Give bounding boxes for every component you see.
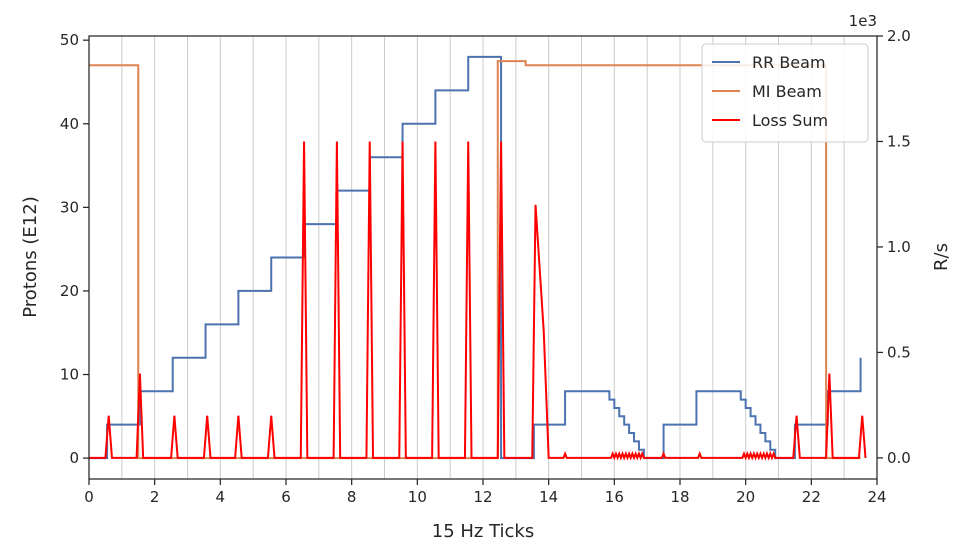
x-tick-label: 22 [802, 488, 821, 506]
x-axis-ticks: 0 2 4 6 8 10 12 14 16 18 20 22 24 [84, 479, 887, 506]
y-left-tick-label: 50 [60, 31, 79, 49]
x-tick-label: 24 [867, 488, 886, 506]
y-right-tick-label: 0.0 [887, 449, 911, 467]
vertical-grid [88, 36, 878, 479]
x-tick-label: 16 [605, 488, 624, 506]
right-axis-offset-text: 1e3 [849, 12, 877, 30]
y-right-tick-label: 1.0 [887, 238, 911, 256]
y-right-axis-label: R/s [931, 243, 952, 271]
x-tick-label: 6 [281, 488, 291, 506]
y-left-tick-label: 20 [60, 282, 79, 300]
y-left-axis-ticks: 0 10 20 30 40 50 [60, 31, 89, 467]
y-left-axis-label: Protons (E12) [20, 196, 41, 317]
y-right-tick-label: 2.0 [887, 27, 911, 45]
y-left-tick-label: 30 [60, 198, 79, 216]
x-tick-label: 2 [150, 488, 160, 506]
x-tick-label: 10 [408, 488, 427, 506]
series-line-loss-sum [89, 141, 867, 461]
x-tick-label: 14 [539, 488, 558, 506]
y-left-tick-label: 40 [60, 115, 79, 133]
legend-entry: Loss Sum [752, 111, 828, 130]
x-tick-label: 4 [216, 488, 226, 506]
x-tick-label: 20 [736, 488, 755, 506]
x-tick-label: 18 [670, 488, 689, 506]
y-right-tick-label: 0.5 [887, 343, 911, 361]
legend: RR Beam MI Beam Loss Sum [701, 43, 869, 143]
series-line-rr-beam [89, 55, 862, 460]
series-line-mi-beam [89, 60, 861, 460]
x-axis-label: 15 Hz Ticks [432, 521, 534, 542]
legend-entry: MI Beam [752, 82, 822, 101]
y-right-axis-ticks: 0.0 0.5 1.0 1.5 2.0 [877, 27, 911, 467]
y-right-tick-label: 1.5 [887, 132, 911, 150]
plot-area [89, 55, 867, 461]
legend-box [701, 43, 869, 143]
y-left-tick-label: 0 [69, 449, 79, 467]
legend-entry: RR Beam [752, 53, 826, 72]
x-tick-label: 8 [347, 488, 357, 506]
y-left-tick-label: 10 [60, 366, 79, 384]
x-tick-label: 12 [473, 488, 492, 506]
x-tick-label: 0 [84, 488, 94, 506]
